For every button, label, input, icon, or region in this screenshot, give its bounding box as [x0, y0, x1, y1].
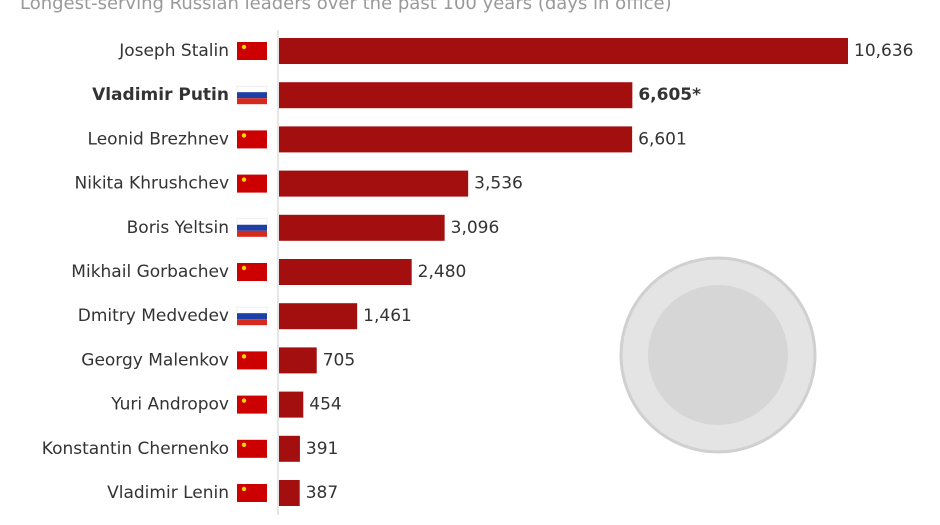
flag: [237, 130, 267, 149]
bar: [279, 303, 358, 330]
flag: [237, 395, 267, 414]
flag: [237, 319, 267, 326]
flag-emblem: [241, 486, 247, 492]
flag: [237, 313, 267, 320]
flag-emblem: [241, 354, 247, 359]
bar: [279, 259, 412, 285]
bar: [279, 126, 633, 153]
bar: [279, 347, 317, 374]
flag: [237, 439, 267, 458]
category-label: Boris Yeltsin: [127, 218, 229, 238]
flag: [237, 224, 267, 231]
flag: [237, 92, 267, 99]
value-label: 6,605*: [638, 85, 701, 105]
flag: [237, 42, 267, 60]
bar: [279, 480, 300, 506]
bar: [279, 435, 300, 462]
flag: [237, 263, 267, 281]
bar: [279, 82, 633, 109]
flag: [237, 484, 267, 502]
flag: [237, 98, 267, 105]
category-label: Dmitry Medvedev: [78, 306, 229, 326]
category-label: Joseph Stalin: [118, 41, 229, 61]
flag-emblem: [241, 265, 247, 271]
flag: [236, 218, 268, 226]
value-label: 6,601: [638, 129, 687, 149]
value-label: 3,096: [451, 218, 500, 238]
flag-emblem: [241, 133, 247, 138]
category-label: Georgy Malenkov: [81, 350, 229, 370]
value-label: 391: [306, 439, 338, 459]
flag: [237, 230, 267, 237]
bar: [279, 38, 848, 64]
value-label: 10,636: [854, 41, 913, 61]
flag: [237, 351, 267, 370]
category-label: Leonid Brezhnev: [88, 129, 229, 149]
category-label: Nikita Khrushchev: [75, 174, 229, 194]
flag-emblem: [241, 44, 247, 50]
bar: [279, 170, 469, 197]
flag: [237, 174, 267, 193]
flag-emblem: [241, 398, 247, 403]
value-label: 2,480: [418, 262, 467, 282]
category-label: Vladimir Lenin: [107, 483, 229, 503]
flag: [236, 306, 268, 314]
flag: [236, 85, 268, 93]
bar: [279, 391, 304, 418]
bar: [279, 214, 445, 241]
value-label: 454: [309, 395, 341, 415]
category-label: Vladimir Putin: [92, 85, 229, 105]
value-label: 387: [306, 483, 338, 503]
portrait-shade: [648, 285, 788, 425]
flag-emblem: [241, 442, 247, 447]
value-label: 1,461: [363, 306, 412, 326]
category-label: Yuri Andropov: [110, 395, 229, 415]
chart-title: Longest-serving Russian leaders over the…: [20, 0, 672, 14]
category-label: Mikhail Gorbachev: [71, 262, 229, 282]
flag-emblem: [241, 177, 247, 182]
category-label: Konstantin Chernenko: [42, 439, 229, 459]
value-label: 705: [323, 350, 355, 370]
value-label: 3,536: [474, 174, 523, 194]
